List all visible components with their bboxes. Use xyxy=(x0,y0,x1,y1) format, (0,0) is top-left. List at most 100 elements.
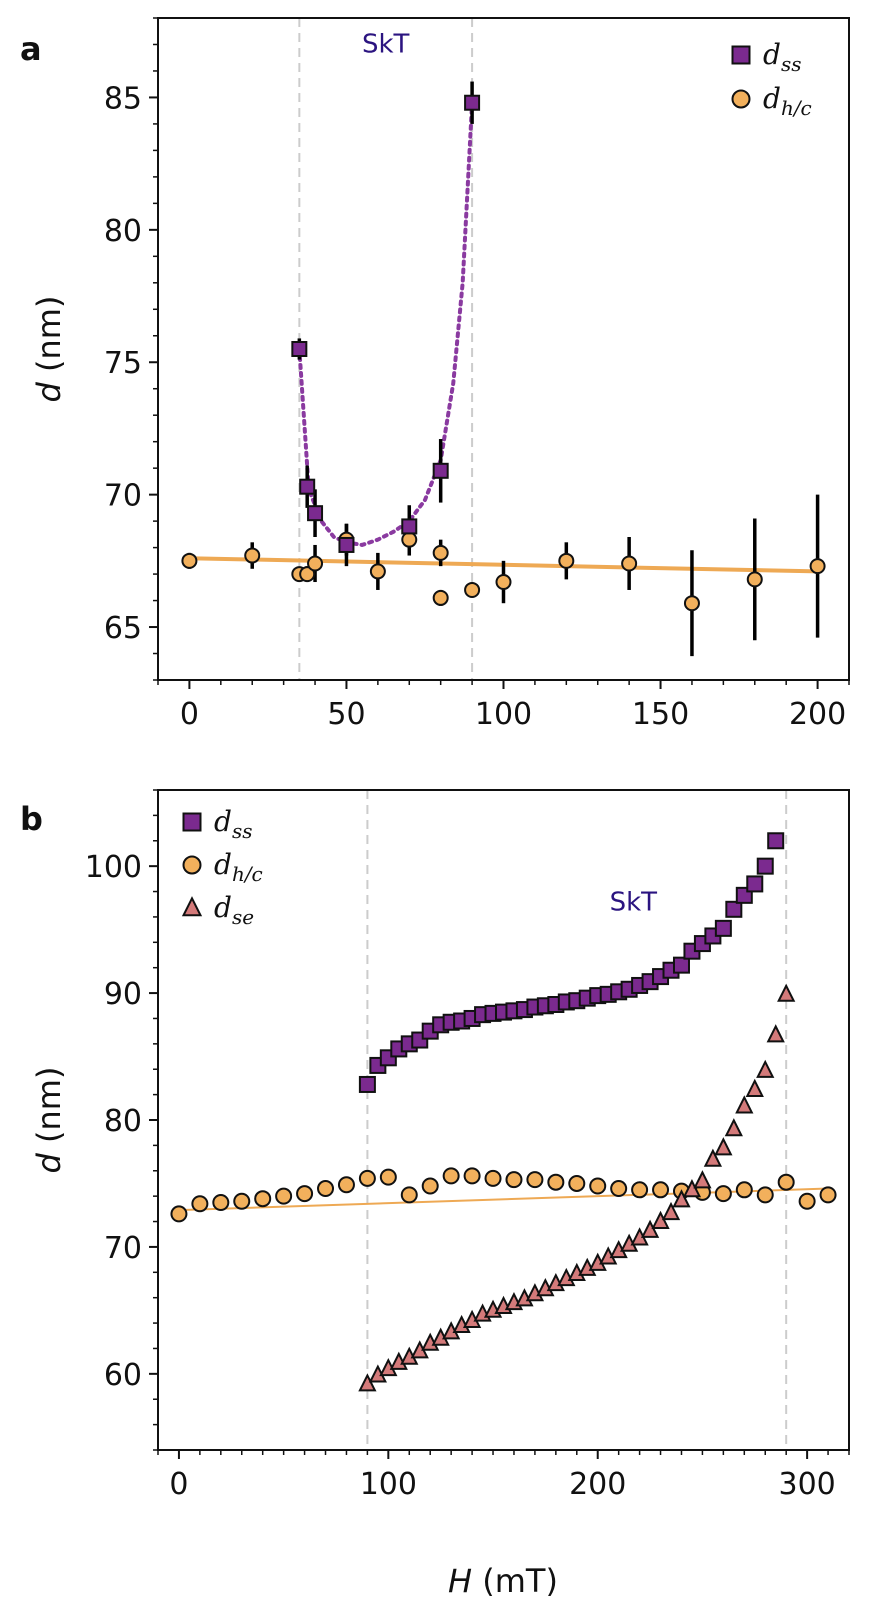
legend-subscript: h/c xyxy=(232,862,263,886)
data-point-d_hc xyxy=(464,581,481,598)
data-point-d_ss xyxy=(338,536,355,553)
panel-a-fit-lines xyxy=(189,100,818,574)
y-tick-label: 65 xyxy=(104,611,142,646)
data-point-d_ss xyxy=(291,341,308,357)
legend-var: d xyxy=(763,82,781,115)
data-point-d_ss xyxy=(401,518,418,535)
panel-b-markers xyxy=(170,832,837,1392)
legend-var: d xyxy=(763,38,781,71)
data-point-d_ss xyxy=(714,919,732,937)
data-point-d_hc xyxy=(244,547,261,564)
data-point-d_hc xyxy=(484,1169,502,1187)
data-point-d_se xyxy=(724,1118,743,1137)
y-tick-label: 80 xyxy=(104,1104,142,1139)
data-point-d_hc xyxy=(442,1167,460,1185)
data-point-d_se xyxy=(714,1137,733,1156)
x-tick-label: 100 xyxy=(360,1467,417,1502)
data-point-d_hc xyxy=(809,558,826,575)
data-point-d_hc xyxy=(337,1176,355,1194)
data-point-d_hc xyxy=(746,571,763,588)
data-point-d_hc xyxy=(401,531,418,548)
data-point-d_hc xyxy=(463,1167,481,1185)
legend-marker-ss xyxy=(731,45,751,65)
data-point-d_se xyxy=(661,1201,681,1221)
legend-marker-hc xyxy=(731,89,751,109)
data-point-d_hc xyxy=(432,544,449,561)
data-point-d_se xyxy=(651,1210,670,1229)
legend-subscript: ss xyxy=(232,819,253,843)
data-point-d_se xyxy=(745,1078,764,1097)
data-point-d_hc xyxy=(547,1173,565,1191)
x-tick-label: 200 xyxy=(569,1467,626,1502)
panel-b-x-axis-label-var: H xyxy=(448,1562,472,1600)
data-point-d_ss xyxy=(299,478,316,495)
panel-a-y-axis-label: d (nm) xyxy=(30,296,68,403)
panel-b-region-label: SkT xyxy=(610,888,658,918)
legend-marker-hc xyxy=(182,855,202,875)
panel-a-region-guides xyxy=(298,18,474,680)
data-point-d_hc xyxy=(296,1185,314,1203)
legend-label-hc: dh/c xyxy=(214,848,263,886)
legend-var: d xyxy=(214,848,232,881)
y-tick-label: 70 xyxy=(104,1231,142,1266)
y-tick-label: 80 xyxy=(104,214,142,249)
x-tick-label: 0 xyxy=(180,697,199,732)
data-point-d_hc xyxy=(432,589,449,606)
y-tick-label: 100 xyxy=(85,850,142,885)
legend-label-hc: dh/c xyxy=(763,82,812,120)
data-point-d_hc xyxy=(631,1181,649,1199)
data-point-d_hc xyxy=(275,1187,293,1205)
panel-b-region-guides xyxy=(366,790,788,1450)
data-point-d_hc xyxy=(505,1171,523,1189)
data-point-d_ss xyxy=(767,832,785,850)
data-point-d_ss xyxy=(756,857,774,875)
x-tick-label: 300 xyxy=(778,1467,835,1502)
data-point-d_hc xyxy=(798,1192,816,1210)
data-point-d_se xyxy=(672,1189,691,1208)
panel-b: b 0 100 200 300 60 70 80 90 100 SkT d (nm) H (mT… xyxy=(20,789,850,1600)
data-point-d_hc xyxy=(369,563,386,580)
y-tick-label: 75 xyxy=(104,346,142,381)
legend-label-se: dse xyxy=(214,891,254,929)
y-tick-label: 70 xyxy=(104,479,142,514)
data-point-d_hc xyxy=(652,1181,670,1199)
data-point-d_hc xyxy=(683,595,700,612)
data-point-d_hc xyxy=(589,1177,607,1195)
panel-b-x-axis-label: H (mT) xyxy=(448,1562,558,1600)
panel-a-y-axis-label-unit: (nm) xyxy=(30,296,68,372)
data-point-d_hc xyxy=(819,1186,837,1204)
y-tick-label: 60 xyxy=(104,1358,142,1393)
data-point-d_hc xyxy=(495,574,512,591)
panel-b-letter: b xyxy=(20,800,43,838)
data-point-d_ss xyxy=(725,900,743,918)
data-point-d_ss xyxy=(358,1075,376,1093)
x-tick-label: 0 xyxy=(169,1467,188,1502)
legend-subscript: h/c xyxy=(781,96,812,120)
data-point-d_ss xyxy=(307,505,324,522)
data-point-d_hc xyxy=(299,566,316,583)
data-point-d_se xyxy=(777,983,796,1002)
data-point-d_hc xyxy=(317,1180,335,1198)
data-point-d_se xyxy=(735,1095,754,1114)
data-point-d_hc xyxy=(379,1168,397,1186)
data-point-d_hc xyxy=(777,1173,795,1191)
legend-subscript: ss xyxy=(781,52,802,76)
data-point-d_se xyxy=(682,1179,702,1198)
panel-b-y-axis-label-var: d xyxy=(30,1152,68,1173)
legend-marker-se xyxy=(181,896,203,917)
data-point-d_hc xyxy=(181,552,198,569)
data-point-d_hc xyxy=(307,555,324,572)
data-point-d_ss xyxy=(746,875,764,893)
data-point-d_hc xyxy=(621,555,638,572)
data-point-d_hc xyxy=(756,1186,774,1204)
panel-b-y-axis-label: d (nm) xyxy=(30,1067,68,1174)
data-point-d_hc xyxy=(568,1174,586,1192)
fit-curve-dss xyxy=(297,100,475,548)
legend-var: d xyxy=(214,805,232,838)
panel-a-region-label: SkT xyxy=(362,29,410,59)
data-point-d_hc xyxy=(254,1190,272,1208)
legend-subscript: se xyxy=(232,905,254,929)
data-point-d_se xyxy=(358,1373,377,1392)
